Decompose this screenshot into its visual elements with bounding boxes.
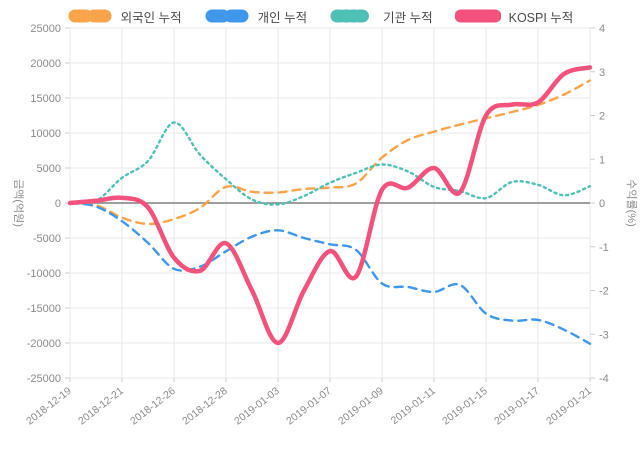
legend-label-kospi: KOSPI 누적 [508,10,574,25]
left-axis-tick-label: 20000 [30,58,61,70]
x-axis-date-label: 2018-12-26 [128,385,178,428]
left-axis-tick-label: -10000 [27,268,61,280]
x-axis-date-label: 2018-12-19 [24,385,74,428]
legend-swatch-institution [330,9,374,23]
left-axis-tick-label: 10000 [30,128,61,140]
x-axis-date-label: 2018-12-21 [76,385,126,428]
legend-swatch-individual [205,9,249,23]
x-axis-date-label: 2019-01-07 [284,385,334,428]
right-axis-tick-label: 0 [599,198,605,210]
right-axis-tick-label: 1 [599,154,605,166]
right-axis-tick-label: 4 [599,23,605,35]
x-axis-date-label: 2019-01-21 [544,385,594,428]
x-axis-date-label: 2018-12-28 [180,385,230,428]
left-axis-tick-label: -20000 [27,338,61,350]
x-axis-date-label: 2019-01-15 [440,385,490,428]
series-individual-line [68,201,592,345]
legend-item-individual-cumulative[interactable]: 개인 누적 [204,7,307,26]
chart-legend: 외국인 누적 개인 누적 기관 누적 KOSPI 누적 [0,4,640,28]
right-axis-title: 수익률(%) [625,179,638,226]
legend-label-individual: 개인 누적 [257,10,308,25]
left-axis-tick-label: 15000 [30,93,61,105]
left-axis-tick-label: 5000 [37,163,61,175]
left-axis-tick-label: -25000 [27,373,61,385]
right-axis-tick-label: -4 [599,373,609,385]
left-axis-tick-label: -15000 [27,303,61,315]
left-axis-tick-label: -5000 [33,233,61,245]
series-kospi-line [67,65,593,346]
legend-swatch-kospi [454,9,501,23]
legend-item-foreigner-cumulative[interactable]: 외국인 누적 [67,7,182,26]
right-axis-tick-label: -2 [599,286,609,298]
legend-item-institution-cumulative[interactable]: 기관 누적 [329,7,433,26]
right-axis-tick-label: 3 [599,67,605,79]
right-axis-tick-label: 2 [599,111,605,123]
right-axis-tick-label: -3 [599,329,609,341]
legend-item-kospi-cumulative[interactable]: KOSPI 누적 [454,7,574,26]
x-axis-date-label: 2019-01-11 [389,385,438,427]
left-axis-tick-label: 25000 [30,23,61,35]
series-institution-line [68,121,592,206]
x-axis-date-label: 2019-01-09 [336,385,386,428]
legend-swatch-foreigner [68,9,112,23]
right-axis-tick-label: -1 [599,242,609,254]
left-axis-title: 금액(억원) [12,179,25,227]
x-axis-date-label: 2019-01-03 [232,385,282,428]
x-axis-date-label: 2019-01-17 [492,385,542,428]
left-axis-tick-label: 0 [55,198,61,210]
legend-label-foreigner: 외국인 누적 [120,10,182,25]
legend-label-institution: 기관 누적 [383,10,433,25]
